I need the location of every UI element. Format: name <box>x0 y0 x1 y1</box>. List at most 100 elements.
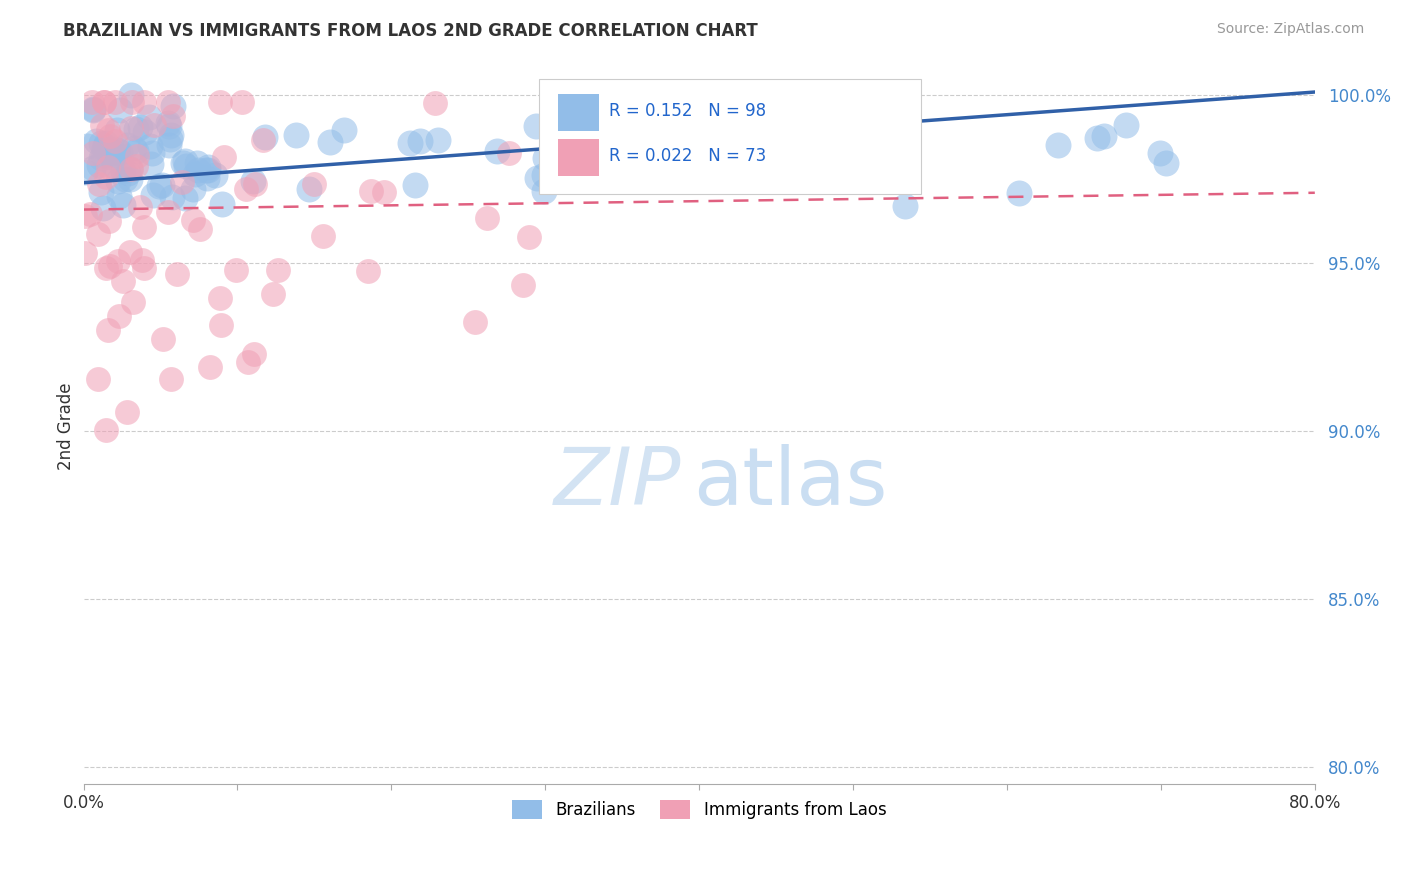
Point <box>134 126 156 140</box>
Point <box>118 161 141 176</box>
Point <box>197 161 219 175</box>
Point <box>94 423 117 437</box>
Point <box>100 150 122 164</box>
Point <box>209 318 232 333</box>
Point <box>104 95 127 109</box>
Point <box>115 137 138 152</box>
Point <box>125 149 148 163</box>
Point <box>242 174 264 188</box>
Point <box>129 200 152 214</box>
Point <box>104 135 127 149</box>
Point <box>93 95 115 109</box>
Point <box>174 154 197 169</box>
Text: Source: ZipAtlas.com: Source: ZipAtlas.com <box>1216 22 1364 37</box>
Point <box>90 185 112 199</box>
Point <box>1008 186 1031 200</box>
Point <box>125 122 148 136</box>
Point <box>150 178 173 192</box>
Point <box>97 323 120 337</box>
Point <box>404 178 426 192</box>
Point <box>183 212 205 227</box>
Point <box>110 103 132 117</box>
Point <box>588 123 610 137</box>
Point <box>159 132 181 146</box>
Point <box>129 120 152 135</box>
Y-axis label: 2nd Grade: 2nd Grade <box>58 383 75 470</box>
FancyBboxPatch shape <box>558 138 599 176</box>
Point <box>76 138 98 153</box>
Point <box>848 116 870 130</box>
Point <box>73 246 96 260</box>
Point <box>122 295 145 310</box>
Point <box>157 120 180 134</box>
Point <box>117 166 139 180</box>
Point <box>184 167 207 181</box>
Point <box>211 197 233 211</box>
Point <box>212 150 235 164</box>
Point <box>120 161 142 176</box>
Point <box>616 141 638 155</box>
Point <box>157 138 180 153</box>
Point <box>427 133 450 147</box>
Point <box>409 134 432 148</box>
Point <box>517 230 540 244</box>
Point <box>333 123 356 137</box>
Point <box>262 287 284 301</box>
Point <box>360 184 382 198</box>
Point <box>1149 145 1171 160</box>
Point <box>1047 138 1070 153</box>
Point <box>107 174 129 188</box>
Point <box>186 156 208 170</box>
Point <box>131 253 153 268</box>
Point <box>231 95 253 109</box>
Point <box>93 141 115 155</box>
Point <box>114 171 136 186</box>
Point <box>889 169 911 183</box>
Point <box>120 245 142 260</box>
Point <box>143 118 166 132</box>
Point <box>124 141 146 155</box>
Point <box>132 95 155 109</box>
Point <box>105 143 128 157</box>
Point <box>148 178 170 193</box>
Point <box>90 136 112 150</box>
Point <box>94 136 117 150</box>
Point <box>534 151 557 165</box>
Point <box>94 170 117 185</box>
Point <box>160 190 183 204</box>
Point <box>89 158 111 172</box>
Point <box>197 163 219 178</box>
Point <box>91 148 114 162</box>
Point <box>533 185 555 199</box>
Point <box>475 211 498 225</box>
FancyBboxPatch shape <box>538 79 921 194</box>
Point <box>98 129 121 144</box>
Point <box>139 156 162 170</box>
Point <box>298 182 321 196</box>
Point <box>198 360 221 375</box>
Point <box>103 145 125 160</box>
Point <box>236 355 259 369</box>
Point <box>195 170 218 185</box>
Point <box>1085 131 1108 145</box>
Point <box>120 120 142 135</box>
Point <box>112 164 135 178</box>
Point <box>162 110 184 124</box>
Point <box>108 310 131 324</box>
Point <box>564 153 586 167</box>
Point <box>82 102 104 116</box>
Point <box>117 405 139 419</box>
Point <box>156 116 179 130</box>
Point <box>533 168 555 182</box>
Point <box>97 122 120 136</box>
Point <box>512 277 534 292</box>
Point <box>132 219 155 234</box>
Point <box>302 178 325 192</box>
Point <box>312 228 335 243</box>
Point <box>1115 118 1137 132</box>
Text: R = 0.022   N = 73: R = 0.022 N = 73 <box>609 147 766 166</box>
Point <box>1092 129 1115 144</box>
Point <box>524 119 547 133</box>
Point <box>657 141 679 155</box>
Point <box>568 170 591 185</box>
